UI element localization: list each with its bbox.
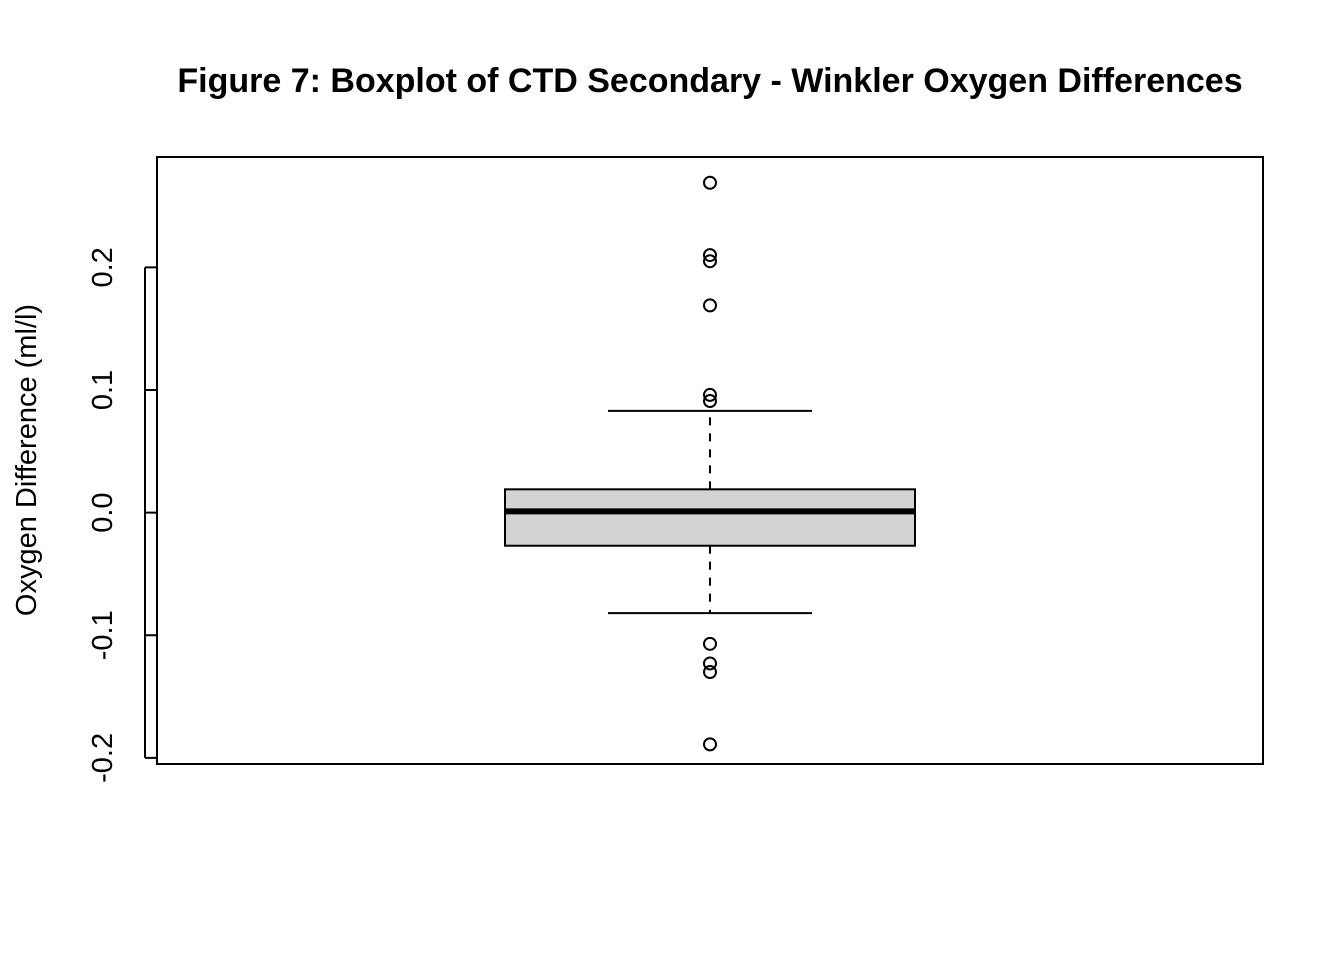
outlier-point <box>703 175 717 190</box>
outlier-point <box>703 737 717 752</box>
outlier-point <box>703 665 717 680</box>
y-tick-label: 0.2 <box>87 247 119 287</box>
y-tick-label: -0.1 <box>87 610 119 660</box>
outlier-point <box>703 254 717 269</box>
outlier-point <box>703 656 717 671</box>
outlier-point <box>703 248 717 263</box>
boxplot-group <box>504 175 916 752</box>
y-tick-label: 0.1 <box>87 370 119 410</box>
plot-frame <box>156 156 1264 765</box>
chart-title: Figure 7: Boxplot of CTD Secondary - Win… <box>177 62 1242 100</box>
outlier-point <box>703 394 717 409</box>
y-axis-label: Oxygen Difference (ml/l) <box>11 304 43 616</box>
interquartile-box <box>504 488 916 547</box>
y-tick-label: 0.0 <box>87 492 119 532</box>
outlier-point <box>703 636 717 651</box>
outlier-point <box>703 298 717 313</box>
y-tick-label: -0.2 <box>87 733 119 783</box>
y-axis: -0.2 -0.1 0.0 0.1 0.2 <box>87 247 157 783</box>
outlier-point <box>703 387 717 402</box>
